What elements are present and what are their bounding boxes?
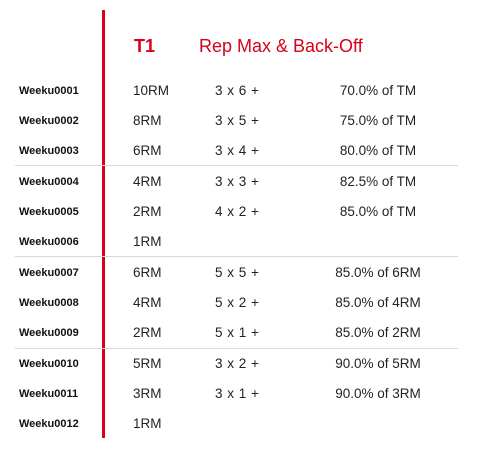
intensity-cell: 85.0% of 4RM [335, 295, 421, 310]
accent-divider-line [102, 10, 105, 438]
week-label: Weeku0011 [19, 388, 79, 400]
table-row: Weeku0008 4RM 5 x 2 + 85.0% of 4RM [0, 289, 481, 319]
sets-reps-cell: 5 x 2 + [215, 295, 260, 310]
rep-max-cell: 8RM [133, 113, 162, 128]
sets-reps-cell: 3 x 4 + [215, 143, 260, 158]
intensity-cell: 70.0% of TM [339, 83, 417, 98]
group-separator [15, 256, 458, 257]
week-label: Weeku0009 [19, 327, 79, 339]
intensity-cell: 80.0% of TM [339, 143, 417, 158]
week-label: Weeku0008 [19, 297, 79, 309]
table-row: Weeku0011 3RM 3 x 1 + 90.0% of 3RM [0, 380, 481, 410]
rep-max-cell: 1RM [133, 416, 162, 431]
sets-reps-cell: 3 x 1 + [215, 386, 260, 401]
week-label: Weeku0002 [19, 115, 79, 127]
table-row: Weeku0012 1RM [0, 410, 481, 440]
sets-reps-cell: 5 x 1 + [215, 325, 260, 340]
rep-max-cell: 1RM [133, 234, 162, 249]
week-label: Weeku0006 [19, 236, 79, 248]
page-title: Rep Max & Back-Off [199, 36, 363, 56]
tier-label: T1 [134, 36, 156, 56]
week-label: Weeku0001 [19, 85, 79, 97]
intensity-cell: 90.0% of 3RM [335, 386, 421, 401]
rep-max-cell: 10RM [133, 83, 170, 98]
intensity-cell: 82.5% of TM [339, 174, 417, 189]
week-label: Weeku0004 [19, 176, 79, 188]
week-label: Weeku0005 [19, 206, 79, 218]
intensity-cell: 85.0% of TM [339, 204, 417, 219]
sets-reps-cell: 3 x 2 + [215, 356, 260, 371]
rep-max-cell: 2RM [133, 204, 162, 219]
sets-reps-cell: 3 x 3 + [215, 174, 260, 189]
sets-reps-cell: 5 x 5 + [215, 265, 260, 280]
intensity-cell: 85.0% of 2RM [335, 325, 421, 340]
rep-max-cell: 2RM [133, 325, 162, 340]
group-separator [15, 165, 458, 166]
rep-max-cell: 4RM [133, 295, 162, 310]
intensity-cell: 85.0% of 6RM [335, 265, 421, 280]
sets-reps-cell: 3 x 5 + [215, 113, 260, 128]
group-separator [15, 348, 458, 349]
sets-reps-cell: 4 x 2 + [215, 204, 260, 219]
rep-max-cell: 5RM [133, 356, 162, 371]
intensity-cell: 75.0% of TM [339, 113, 417, 128]
intensity-cell: 90.0% of 5RM [335, 356, 421, 371]
week-label: Weeku0010 [19, 358, 79, 370]
table-row: Weeku0010 5RM 3 x 2 + 90.0% of 5RM [0, 350, 481, 380]
table-row: Weeku0007 6RM 5 x 5 + 85.0% of 6RM [0, 259, 481, 289]
week-label: Weeku0003 [19, 145, 79, 157]
rep-max-cell: 3RM [133, 386, 162, 401]
week-label: Weeku0012 [19, 418, 79, 430]
table-row: Weeku0005 2RM 4 x 2 + 85.0% of TM [0, 198, 481, 228]
rep-max-cell: 4RM [133, 174, 162, 189]
table-row: Weeku0009 2RM 5 x 1 + 85.0% of 2RM [0, 319, 481, 349]
table-row: Weeku0001 10RM 3 x 6 + 70.0% of TM [0, 77, 481, 107]
table-row: Weeku0006 1RM [0, 228, 481, 258]
week-label: Weeku0007 [19, 267, 79, 279]
table-row: Weeku0003 6RM 3 x 4 + 80.0% of TM [0, 137, 481, 167]
rep-max-cell: 6RM [133, 143, 162, 158]
sets-reps-cell: 3 x 6 + [215, 83, 260, 98]
table-row: Weeku0002 8RM 3 x 5 + 75.0% of TM [0, 107, 481, 137]
table-row: Weeku0004 4RM 3 x 3 + 82.5% of TM [0, 168, 481, 198]
rep-max-cell: 6RM [133, 265, 162, 280]
